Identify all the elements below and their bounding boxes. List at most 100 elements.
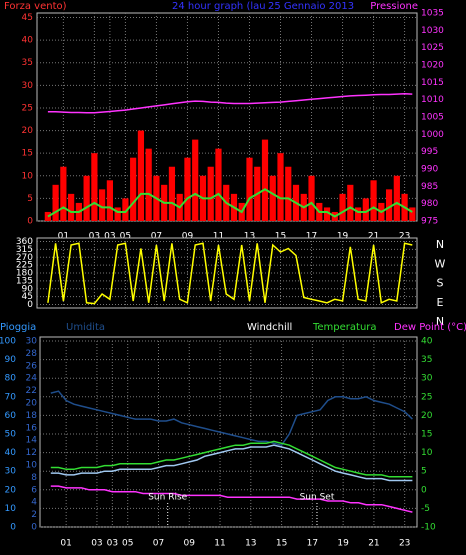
y2-tick-label: 995 [421,147,438,157]
y3-tick-label: 12 [26,448,37,458]
y2-tick-label: 10 [421,448,433,458]
y2-tick-label: 1025 [421,43,444,53]
wind-bar [122,198,129,221]
wind-bar [277,153,284,221]
y-tick-label: 90 [5,355,17,365]
wind-bar [44,211,51,221]
y-tick-label: 60 [5,411,17,421]
annotation: Sun Set [300,493,335,503]
wind-bar [60,166,67,221]
y3-tick-label: 10 [26,461,38,471]
y2-tick-label: 975 [421,217,438,227]
y2-tick-label: -10 [421,523,436,533]
y3-tick-label: 22 [26,386,37,396]
wind-bar [261,139,269,221]
y-tick-label: 40 [22,36,34,46]
y3-tick-label: 8 [31,473,37,483]
wind-bar [207,166,214,221]
y-tick-label: 0 [27,217,33,227]
y2-tick-label: 20 [421,411,433,421]
series-line [50,485,413,513]
series-line [47,93,413,114]
wind-bar [130,157,137,221]
y-axis-title: Forza vento) [4,1,67,12]
y2-tick-label: 0 [421,485,427,495]
x-tick-label: 09 [184,539,196,549]
x-tick-label: 19 [337,232,349,242]
y3-tick-label: 0 [31,523,37,533]
x-tick-label: 21 [368,232,379,242]
direction-label: N [436,238,444,251]
y3-tick-label: 2 [31,510,37,520]
wind-bar [354,207,362,221]
direction-label: E [437,296,444,309]
y2-tick-label: 5 [421,467,427,477]
y3-tick-label: 30 [26,337,38,347]
wind-bar [215,148,222,221]
y-axis-title: Pioggia [0,322,36,333]
y2-tick-label: 985 [421,182,438,192]
x-tick-label: 13 [245,539,256,549]
x-tick-label: 05 [122,539,133,549]
legend-entry: Temperatura [312,322,377,333]
wind-bar [339,193,346,221]
y2-tick-label: 35 [421,355,432,365]
wind-bar [347,184,354,221]
y3-tick-label: 26 [26,361,38,371]
y-tick-label: 50 [5,430,17,440]
y-tick-label: 70 [5,392,17,402]
y-tick-label: 135 [16,276,33,286]
chart-subtitle: 25 Gennaio 2013 [268,1,354,12]
series-line [50,440,413,478]
x-tick-label: 19 [337,539,349,549]
wind-bar [52,184,59,221]
y2-axis-title: Pressione [370,1,418,12]
y2-tick-label: 1035 [421,9,444,19]
wind-bar [362,198,369,221]
wind-bar [114,207,121,221]
y3-tick-label: 20 [26,399,38,409]
wind-bar [137,130,145,221]
y2-tick-label: 15 [421,430,432,440]
x-tick-label: 03 [107,539,118,549]
legend-entry: Windchill [247,322,292,333]
chart-title: 24 hour graph (lau [172,1,266,12]
x-tick-label: 13 [244,232,255,242]
y-tick-label: 0 [10,523,16,533]
y-tick-label: 40 [5,448,17,458]
y2-tick-label: 30 [421,374,433,384]
y-tick-label: 10 [5,504,17,514]
x-tick-label: 07 [151,232,162,242]
plot-frame [39,336,418,528]
wind-bar [184,157,191,221]
wind-bar [83,175,90,221]
series-line [47,242,413,305]
y-tick-label: 30 [22,81,34,91]
x-tick-label: 17 [307,539,318,549]
wind-bar [269,175,276,221]
wind-bar [409,207,416,221]
y2-tick-label: 1030 [421,26,444,36]
wind-bar [99,189,106,221]
wind-bar [308,175,315,221]
x-tick-label: 01 [60,539,71,549]
y3-tick-label: 4 [31,498,37,508]
y2-tick-label: 1010 [421,95,444,105]
direction-label: W [435,257,446,270]
x-tick-label: 07 [153,539,164,549]
x-tick-label: 05 [120,232,131,242]
y2-tick-label: 1015 [421,78,444,88]
x-tick-label: 11 [214,539,225,549]
wind-bar [145,148,152,221]
y3-tick-label: 18 [26,411,38,421]
wind-bar [246,157,253,221]
annotation: Sun Rise [148,493,187,503]
y2-tick-label: 980 [421,199,438,209]
y-tick-label: 15 [22,149,33,159]
y-tick-label: 20 [22,126,34,136]
x-tick-label: 09 [182,232,194,242]
y2-tick-label: 990 [421,165,438,175]
y-tick-label: 360 [16,237,33,247]
y3-tick-label: 6 [31,485,37,495]
